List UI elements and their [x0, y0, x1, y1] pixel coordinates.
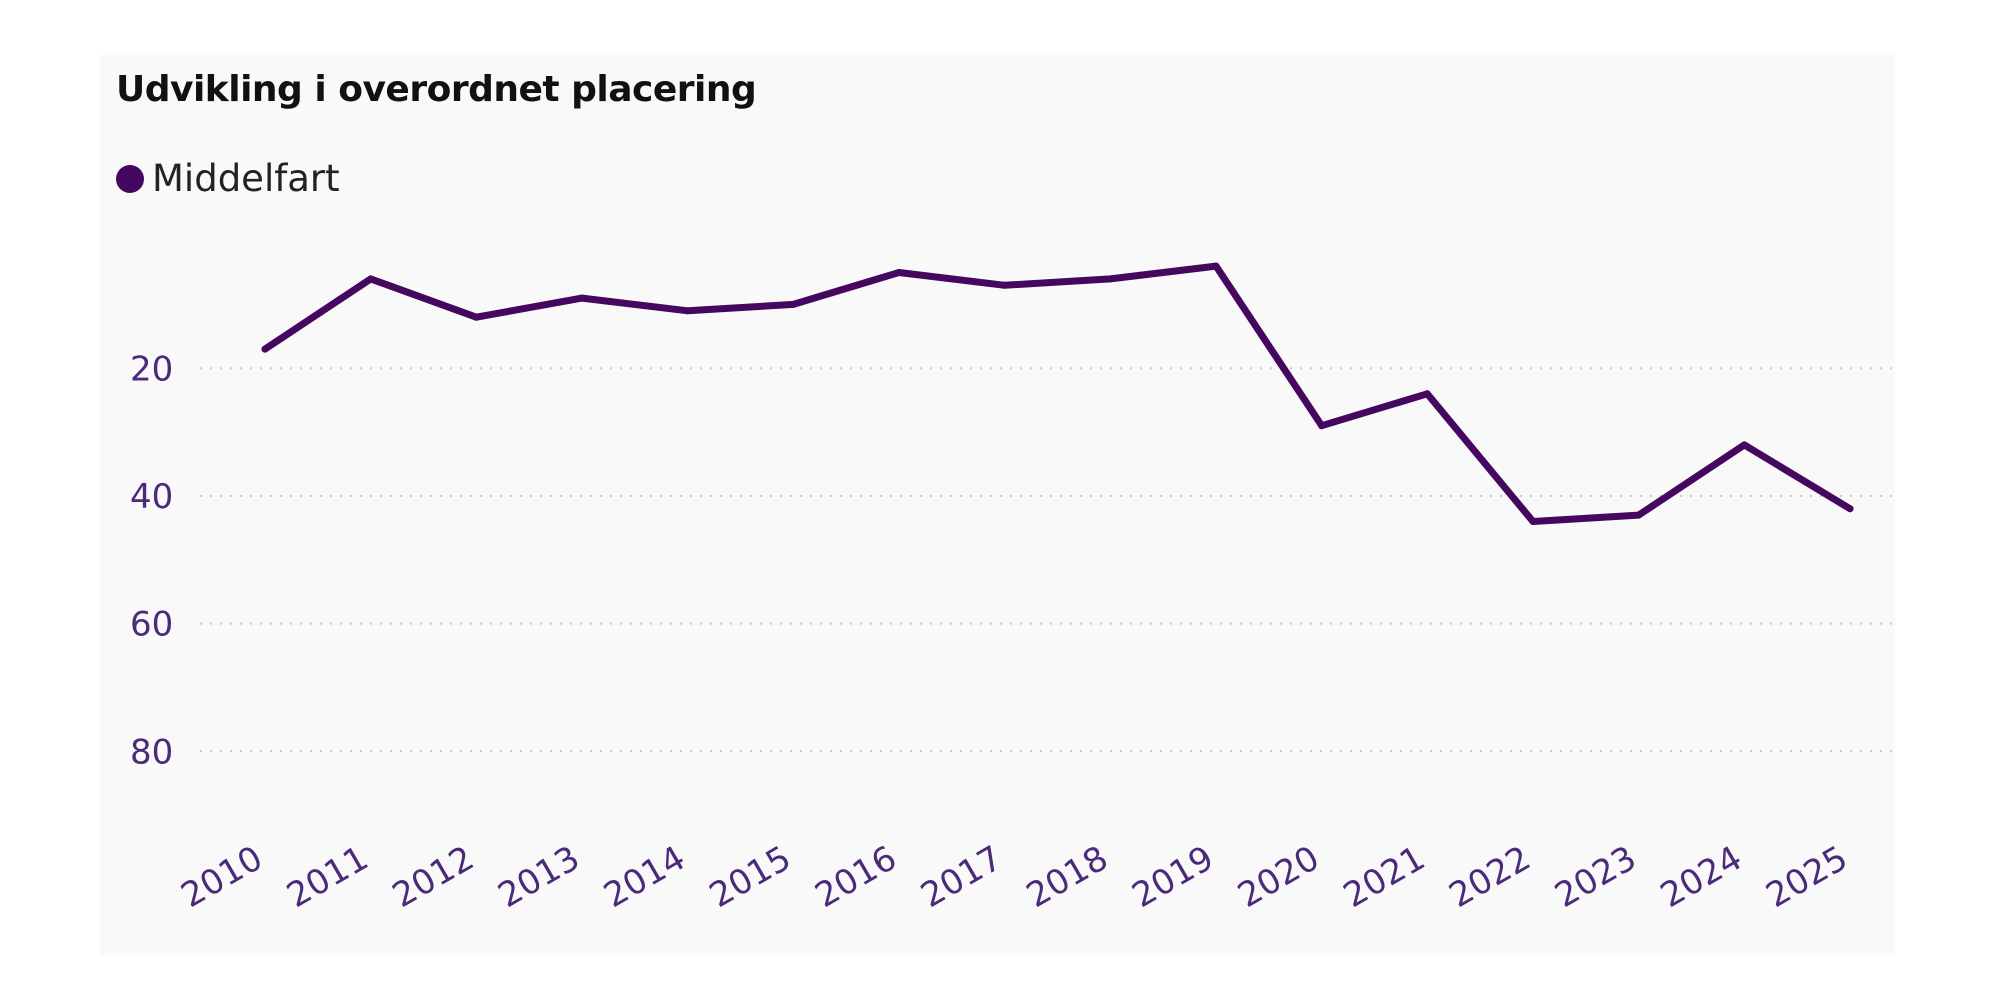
x-tick-label: 2010 — [175, 838, 270, 916]
x-tick-label: 2025 — [1760, 838, 1855, 916]
series-layer — [261, 262, 1854, 525]
chart-title: Udvikling i overordnet placering — [116, 69, 757, 110]
x-tick-label: 2018 — [1020, 838, 1115, 916]
x-tick-label: 2011 — [280, 838, 375, 916]
y-tick-label: 60 — [130, 605, 173, 645]
x-tick-label: 2012 — [386, 838, 481, 916]
x-tick-label: 2014 — [597, 838, 692, 916]
series-line-middelfart[interactable] — [261, 262, 1854, 525]
y-tick-label: 20 — [130, 349, 173, 389]
x-tick-label: 2023 — [1548, 838, 1643, 916]
chart-panel: Udvikling i overordnet placering Middelf… — [100, 55, 1895, 955]
data-point[interactable] — [1106, 275, 1114, 283]
data-point[interactable] — [367, 275, 375, 283]
data-point[interactable] — [1529, 517, 1537, 525]
data-point[interactable] — [1212, 262, 1220, 270]
x-tick-label: 2017 — [914, 838, 1009, 916]
x-tick-label: 2016 — [809, 838, 904, 916]
data-point[interactable] — [261, 345, 269, 353]
y-tick-label: 80 — [130, 732, 173, 772]
x-tick-label: 2013 — [492, 838, 587, 916]
gridlines — [200, 367, 1895, 753]
data-point[interactable] — [578, 294, 586, 302]
legend-label: Middelfart — [152, 157, 340, 200]
x-tick-label: 2020 — [1231, 838, 1326, 916]
x-tick-label: 2022 — [1443, 838, 1538, 916]
data-point[interactable] — [1423, 390, 1431, 398]
data-point[interactable] — [684, 307, 692, 315]
legend-marker-icon — [116, 164, 144, 193]
data-point[interactable] — [789, 300, 797, 308]
x-axis: 2010 2011 2012 2013 2014 2015 2016 2017 2018 2019… — [175, 838, 1855, 916]
x-tick-label: 2015 — [703, 838, 798, 916]
data-point[interactable] — [472, 313, 480, 321]
data-point[interactable] — [1318, 422, 1326, 430]
x-tick-label: 2019 — [1126, 838, 1221, 916]
data-point[interactable] — [1846, 505, 1854, 513]
y-tick-label: 40 — [130, 477, 173, 517]
data-point[interactable] — [1740, 441, 1748, 449]
data-point[interactable] — [1635, 511, 1643, 519]
x-tick-label: 2024 — [1654, 838, 1749, 916]
data-point[interactable] — [895, 269, 903, 277]
legend[interactable]: Middelfart — [116, 157, 340, 200]
data-point[interactable] — [1001, 281, 1009, 289]
y-axis: 20 40 60 80 — [130, 349, 173, 772]
x-tick-label: 2021 — [1337, 838, 1432, 916]
